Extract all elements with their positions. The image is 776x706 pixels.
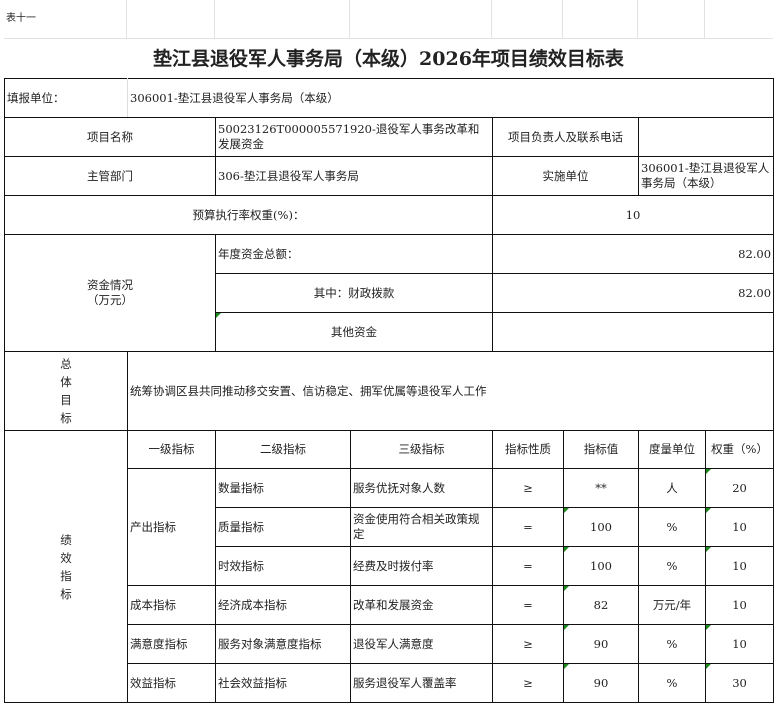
level2-cell: 服务对象满意度指标 xyxy=(215,624,351,664)
reporting-unit-label: 填报单位： xyxy=(4,78,128,118)
value-cell: 82 xyxy=(563,585,639,625)
header-level2: 二级指标 xyxy=(215,430,351,469)
header-weight: 权重（%） xyxy=(704,430,775,469)
unit-cell: % xyxy=(638,624,706,664)
department-label: 主管部门 xyxy=(4,156,216,196)
header-level1: 一级指标 xyxy=(127,430,216,469)
value-cell: 100 xyxy=(563,546,639,586)
performance-table: 填报单位： 306001-垫江县退役军人事务局（本级） 项目名称 5002312… xyxy=(4,78,775,703)
value-cell: ** xyxy=(563,468,639,508)
caption-row: 表十一 xyxy=(4,0,773,39)
level1-cell: 成本指标 xyxy=(127,585,216,625)
table-row: 产出指标 数量指标 服务优抚对象人数 ≥ ** 人 20 xyxy=(5,468,775,586)
level3-cell: 资金使用符合相关政策规定 xyxy=(350,507,493,547)
reporting-unit-value: 306001-垫江县退役军人事务局（本级） xyxy=(126,78,775,118)
value-cell: 90 xyxy=(563,663,639,703)
other-funds-value xyxy=(491,312,775,352)
level2-cell: 时效指标 xyxy=(215,546,351,586)
unit-cell: 人 xyxy=(638,468,706,508)
other-funds-label: 其他资金 xyxy=(215,312,493,352)
weight-cell: 30 xyxy=(704,663,775,703)
weight-cell: 10 xyxy=(704,546,775,586)
level2-cell: 社会效益指标 xyxy=(215,663,351,703)
annual-total-label: 年度资金总额： xyxy=(215,234,493,274)
project-contact-label: 项目负责人及联系电话 xyxy=(492,117,639,157)
project-name-value: 50023126T000005571920-退役军人事务改革和发展资金 xyxy=(215,117,493,157)
project-contact-value xyxy=(637,117,775,157)
level1-cell: 产出指标 xyxy=(127,468,216,586)
weight-cell: 10 xyxy=(704,624,775,664)
page-title: 垫江县退役军人事务局（本级）2026年项目绩效目标表 xyxy=(153,48,624,70)
level3-cell: 服务退役军人覆盖率 xyxy=(350,663,493,703)
implementing-unit-label: 实施单位 xyxy=(492,156,639,196)
level2-cell: 数量指标 xyxy=(215,468,351,508)
annual-total-value: 82.00 xyxy=(491,234,775,274)
nature-cell: = xyxy=(492,546,564,586)
table-row: 时效指标 经费及时拨付率 = 100 % 10 xyxy=(5,546,775,586)
nature-cell: = xyxy=(492,507,564,547)
department-value: 306-垫江县退役军人事务局 xyxy=(215,156,493,196)
indicators-label: 绩效指标 xyxy=(4,430,128,703)
weight-cell: 10 xyxy=(704,507,775,547)
fiscal-value: 82.00 xyxy=(491,273,775,313)
nature-cell: ≥ xyxy=(492,624,564,664)
table-row: 效益指标 社会效益指标 服务退役军人覆盖率 ≥ 90 % 30 xyxy=(5,663,775,703)
header-unit: 度量单位 xyxy=(638,430,706,469)
header-value: 指标值 xyxy=(563,430,639,469)
overall-goal-value: 统筹协调区县共同推动移交安置、信访稳定、拥军优属等退役军人工作 xyxy=(126,351,775,431)
level3-cell: 服务优抚对象人数 xyxy=(350,468,493,508)
overall-goal-label: 总体目标 xyxy=(4,351,128,431)
funds-label: 资金情况 （万元） xyxy=(4,234,216,352)
project-name-label: 项目名称 xyxy=(4,117,216,157)
fiscal-label: 其中：财政拨款 xyxy=(215,273,493,313)
budget-weight-value: 10 xyxy=(491,195,775,235)
level1-cell: 满意度指标 xyxy=(127,624,216,664)
level1-cell: 效益指标 xyxy=(127,663,216,703)
header-nature: 指标性质 xyxy=(492,430,564,469)
implementing-unit-value: 306001-垫江县退役军人事务局（本级） xyxy=(637,156,775,196)
header-level3: 三级指标 xyxy=(350,430,493,469)
unit-cell: % xyxy=(638,663,706,703)
level2-cell: 经济成本指标 xyxy=(215,585,351,625)
nature-cell: = xyxy=(492,585,564,625)
value-cell: 90 xyxy=(563,624,639,664)
weight-cell: 10 xyxy=(704,585,775,625)
value-cell: 100 xyxy=(563,507,639,547)
unit-cell: 万元/年 xyxy=(638,585,706,625)
table-caption: 表十一 xyxy=(4,0,127,38)
nature-cell: ≥ xyxy=(492,663,564,703)
level2-cell: 质量指标 xyxy=(215,507,351,547)
unit-cell: % xyxy=(638,546,706,586)
level3-cell: 退役军人满意度 xyxy=(350,624,493,664)
unit-cell: % xyxy=(638,507,706,547)
level3-cell: 经费及时拨付率 xyxy=(350,546,493,586)
level3-cell: 改革和发展资金 xyxy=(350,585,493,625)
table-row: 质量指标 资金使用符合相关政策规定 = 100 % 10 xyxy=(5,507,775,547)
budget-weight-label: 预算执行率权重(%)： xyxy=(4,195,493,235)
weight-cell: 20 xyxy=(704,468,775,508)
nature-cell: ≥ xyxy=(492,468,564,508)
